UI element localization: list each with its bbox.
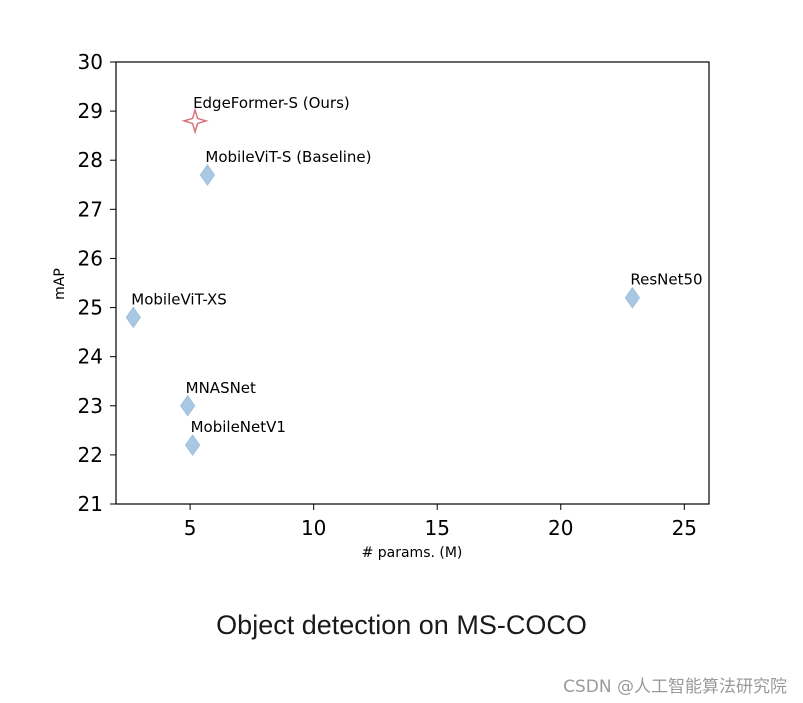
x-tick-label: 15 (424, 516, 449, 540)
figure-caption: Object detection on MS-COCO (216, 610, 587, 640)
plot-frame (115, 61, 710, 505)
watermark: CSDN @人工智能算法研究院 (563, 677, 787, 697)
y-tick-label: 24 (78, 345, 103, 369)
y-tick-label: 29 (78, 99, 103, 123)
y-tick-label: 25 (78, 296, 103, 320)
y-tick-label: 21 (78, 492, 103, 516)
x-tick-label: 5 (184, 516, 197, 540)
y-tick-label: 22 (78, 443, 103, 467)
data-point-label: EdgeFormer-S (Ours) (193, 94, 350, 112)
x-tick-label: 25 (672, 516, 697, 540)
x-tick-label: 20 (548, 516, 573, 540)
y-tick-label: 30 (78, 50, 103, 74)
data-point-diamond (180, 394, 196, 417)
x-tick-label: 10 (301, 516, 326, 540)
data-point-diamond (184, 434, 201, 456)
data-point-diamond (199, 164, 216, 186)
y-tick-label: 26 (78, 246, 103, 270)
data-point-star (181, 107, 209, 135)
data-point-diamond (125, 306, 141, 329)
y-tick-label: 28 (78, 148, 103, 172)
y-tick-label: 23 (78, 394, 103, 418)
x-axis-label: # params. (M) (362, 545, 463, 561)
data-point-label: MNASNet (186, 379, 256, 397)
data-point-label: MobileViT-S (Baseline) (205, 148, 371, 166)
data-point-label: ResNet50 (630, 271, 702, 289)
y-axis-label: mAP (52, 268, 68, 300)
data-point-diamond (624, 286, 641, 309)
data-point-label: MobileNetV1 (191, 418, 286, 436)
y-tick-label: 27 (78, 197, 103, 221)
data-point-label: MobileViT-XS (131, 290, 227, 308)
